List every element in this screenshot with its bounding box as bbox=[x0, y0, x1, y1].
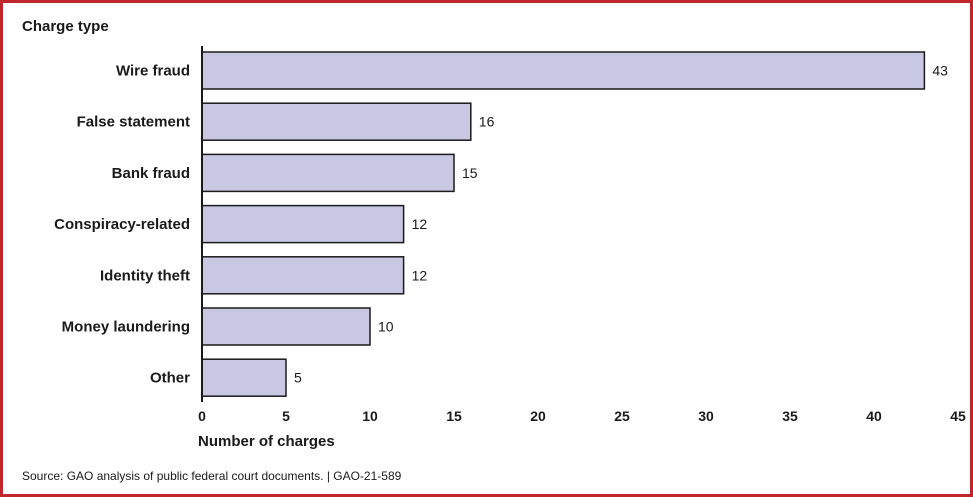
x-tick-label: 40 bbox=[866, 408, 882, 424]
bar bbox=[201, 51, 926, 90]
value-label: 5 bbox=[294, 370, 302, 386]
x-tick-label: 45 bbox=[950, 408, 966, 424]
value-label: 16 bbox=[479, 114, 495, 130]
value-label: 12 bbox=[412, 267, 428, 283]
x-tick-label: 25 bbox=[614, 408, 630, 424]
bar bbox=[201, 256, 405, 295]
x-tick-label: 35 bbox=[782, 408, 798, 424]
y-axis-title: Charge type bbox=[22, 18, 109, 35]
category-label: Identity theft bbox=[100, 267, 190, 284]
category-label: Other bbox=[150, 370, 190, 387]
x-tick-label: 0 bbox=[198, 408, 206, 424]
bar bbox=[201, 307, 371, 346]
bar bbox=[201, 358, 287, 397]
category-label: Wire fraud bbox=[116, 63, 190, 80]
bars-layer: Wire fraud 43 False statement 16 Bank fraud 1… bbox=[54, 51, 948, 397]
x-tick-label: 20 bbox=[530, 408, 546, 424]
x-tick-label: 5 bbox=[282, 408, 290, 424]
x-axis-title: Number of charges bbox=[198, 433, 335, 450]
bar bbox=[201, 102, 472, 141]
source-note: Source: GAO analysis of public federal c… bbox=[22, 469, 402, 483]
value-label: 10 bbox=[378, 319, 394, 335]
x-tick-labels: 0 5 10 15 20 25 30 35 40 45 bbox=[198, 408, 966, 424]
value-label: 12 bbox=[412, 216, 428, 232]
category-label: Bank fraud bbox=[112, 165, 190, 182]
x-tick-label: 15 bbox=[446, 408, 462, 424]
x-tick-label: 10 bbox=[362, 408, 378, 424]
x-tick-label: 30 bbox=[698, 408, 714, 424]
category-label: False statement bbox=[77, 114, 190, 131]
bar bbox=[201, 153, 455, 193]
category-label: Conspiracy-related bbox=[54, 216, 190, 233]
bar bbox=[201, 204, 405, 244]
category-label: Money laundering bbox=[62, 319, 190, 336]
value-label: 43 bbox=[932, 63, 948, 79]
value-label: 15 bbox=[462, 165, 478, 181]
